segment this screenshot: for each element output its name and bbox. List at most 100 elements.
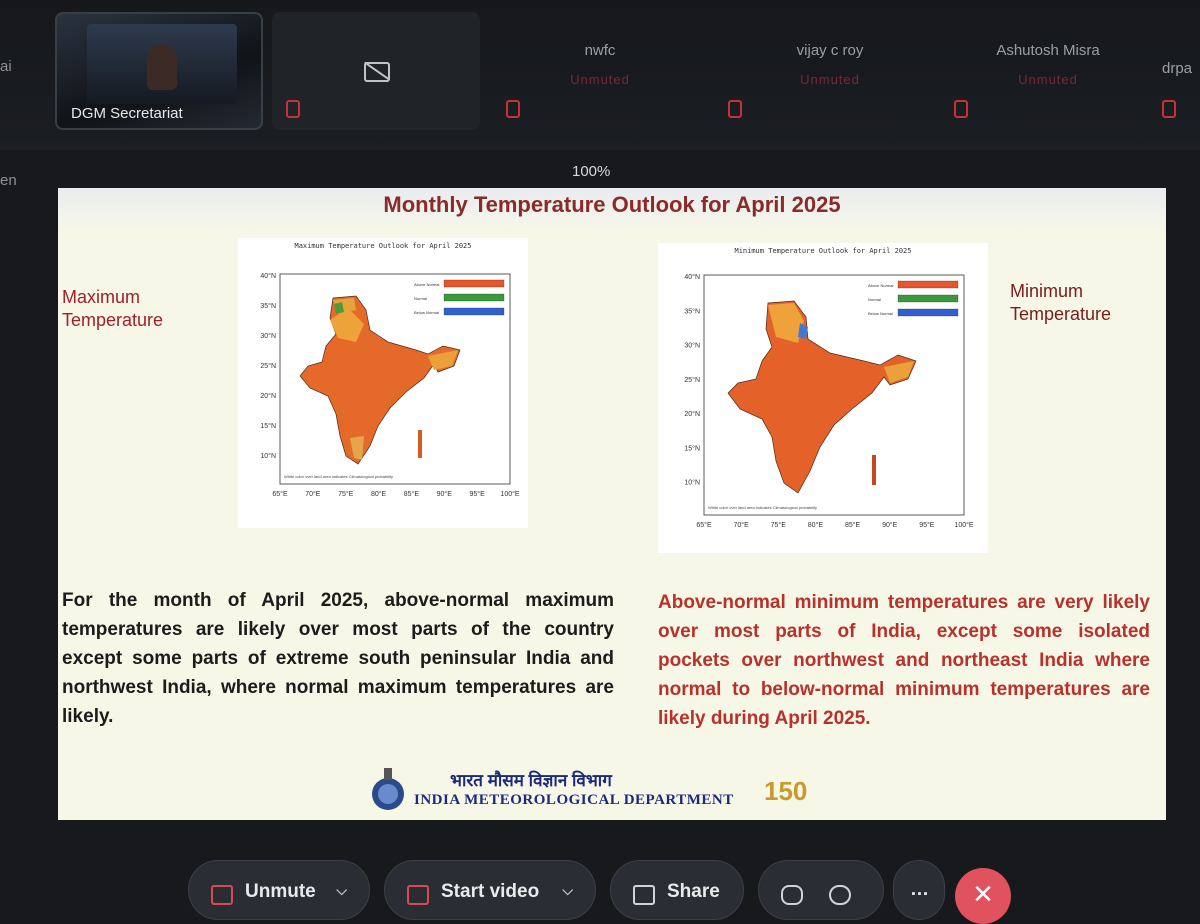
- reactions-button[interactable]: [758, 860, 884, 920]
- participant-strip: ai DGM Secretariat nwfc Unmuted vijay c …: [0, 0, 1200, 150]
- min-temp-label: Minimum Temperature: [1010, 280, 1111, 326]
- min-temp-map: Above Normal Normal Below Normal 65°E 70°E 7…: [684, 273, 974, 529]
- x-tick-label: 95°E: [919, 521, 935, 529]
- y-tick-label: 15°N: [684, 444, 700, 452]
- y-tick-label: 25°N: [260, 362, 276, 370]
- y-tick-label: 20°N: [684, 410, 700, 418]
- min-temp-map-chart: Minimum Temperature Outlook for April 20…: [658, 243, 988, 553]
- x-tick-label: 95°E: [470, 490, 486, 498]
- start-video-button[interactable]: Start video ⌵: [384, 860, 596, 920]
- muted-mic-icon: [954, 100, 968, 118]
- above-normal-light-region: [330, 308, 364, 342]
- emoji-icon: [829, 885, 851, 905]
- participant-figure: [147, 44, 177, 90]
- x-tick-label: 100°E: [954, 521, 973, 529]
- participant-status: Unmuted: [570, 72, 630, 87]
- x-tick-label: 90°E: [437, 490, 453, 498]
- max-temp-label: Maximum Temperature: [62, 286, 163, 332]
- participant-name: nwfc: [584, 42, 616, 59]
- max-temp-description: For the month of April 2025, above-norma…: [62, 590, 614, 727]
- camera-off-icon: [364, 62, 390, 82]
- legend-entry: Above Normal: [868, 283, 893, 288]
- india-outline: [727, 300, 917, 494]
- legend-swatch: [897, 308, 959, 317]
- legend-entry: Below Normal: [868, 311, 893, 316]
- chart-title: Minimum Temperature Outlook for April 20…: [734, 247, 912, 255]
- end-call-button[interactable]: ✕: [955, 868, 1011, 924]
- slide-header: [58, 188, 1166, 230]
- legend-entry: Above Normal: [414, 282, 439, 287]
- legend-swatch: [443, 307, 505, 316]
- participant-name: Ashutosh Misra: [996, 42, 1100, 59]
- min-temp-label-line1: Minimum: [1010, 281, 1084, 301]
- participant-tile-dgm[interactable]: DGM Secretariat: [55, 12, 263, 130]
- legend-swatch: [443, 293, 505, 302]
- participant-name: drpa: [1162, 60, 1193, 77]
- northeast-region: [884, 361, 914, 383]
- muted-mic-icon: [728, 100, 742, 118]
- min-temp-description: Above-normal minimum temperatures are ve…: [658, 592, 1150, 729]
- unmute-button[interactable]: Unmute ⌵: [188, 860, 370, 920]
- legend-swatch: [897, 280, 959, 289]
- min-temp-label-line2: Temperature: [1010, 304, 1112, 324]
- map-legend: Above Normal Normal Below Normal: [868, 280, 959, 317]
- islands: [418, 430, 422, 458]
- slide-title: Monthly Temperature Outlook for April 20…: [383, 192, 841, 217]
- chevron-down-icon[interactable]: ⌵: [562, 882, 573, 898]
- participant-name: vijay c roy: [796, 42, 864, 59]
- y-tick-label: 30°N: [260, 332, 276, 340]
- y-tick-label: 20°N: [260, 392, 276, 400]
- share-label: Share: [667, 881, 720, 902]
- participant-name: DGM Secretariat: [71, 105, 183, 122]
- more-options-button[interactable]: …: [893, 860, 945, 920]
- map-legend: Above Normal Normal Below Normal: [414, 279, 505, 316]
- legend-entry: Below Normal: [414, 310, 439, 315]
- cut-label: en: [0, 172, 17, 189]
- y-tick-label: 10°N: [684, 479, 700, 487]
- unmute-label: Unmute: [245, 881, 316, 902]
- imd-logo: भारत मौसम विज्ञान विभाग INDIA METEOROLOG…: [368, 766, 748, 816]
- legend-entry: Normal: [414, 296, 427, 301]
- participant-status: Unmuted: [1018, 72, 1078, 87]
- max-temp-map-chart: Maximum Temperature Outlook for April 20…: [238, 238, 528, 528]
- participant-tile-camera-off[interactable]: [272, 12, 480, 130]
- normal-pocket: [334, 302, 344, 314]
- muted-mic-icon: [286, 100, 300, 118]
- y-tick-label: 15°N: [260, 422, 276, 430]
- share-button[interactable]: Share: [610, 860, 744, 920]
- x-tick-label: 70°E: [734, 521, 750, 529]
- x-axis-ticks: 65°E 70°E 75°E 80°E 85°E 90°E 95°E 100°E: [272, 490, 520, 498]
- northeast-region: [428, 350, 458, 370]
- participant-tile-vijay[interactable]: vijay c roy Unmuted: [720, 12, 940, 130]
- chart-footnote: White color over land area indicates Cli…: [708, 505, 817, 510]
- participant-status: Unmuted: [800, 72, 860, 87]
- cut-participant-label: ai: [0, 58, 12, 75]
- imd-emblem-icon: [372, 768, 404, 810]
- northern-light-region: [768, 303, 804, 343]
- x-tick-label: 100°E: [500, 490, 519, 498]
- muted-mic-icon: [1162, 100, 1176, 118]
- x-tick-label: 80°E: [371, 490, 387, 498]
- legend-swatch: [897, 294, 959, 303]
- normal-pocket: [798, 323, 808, 339]
- participant-tile-drpa[interactable]: drpa: [1158, 12, 1200, 130]
- x-tick-label: 85°E: [845, 521, 861, 529]
- zoom-level: 100%: [572, 163, 611, 180]
- y-tick-label: 35°N: [684, 307, 700, 315]
- y-tick-label: 35°N: [260, 302, 276, 310]
- y-axis-ticks: 40°N 35°N 30°N 25°N 20°N 15°N 10°N: [684, 273, 700, 487]
- chart-footnote: White color over land area indicates Cli…: [284, 474, 393, 479]
- max-temp-label-line2: Temperature: [62, 310, 164, 330]
- max-temp-label-line1: Maximum: [62, 287, 141, 307]
- x-tick-label: 85°E: [404, 490, 420, 498]
- x-tick-label: 80°E: [808, 521, 824, 529]
- participant-tile-nwfc[interactable]: nwfc Unmuted: [500, 12, 700, 130]
- participant-tile-ashutosh[interactable]: Ashutosh Misra Unmuted: [948, 12, 1148, 130]
- mic-off-icon: [211, 885, 233, 905]
- x-axis-ticks: 65°E 70°E 75°E 80°E 85°E 90°E 95°E 100°E: [696, 521, 974, 529]
- start-video-label: Start video: [441, 881, 540, 902]
- chevron-down-icon[interactable]: ⌵: [336, 882, 347, 898]
- legend-entry: Normal: [868, 297, 881, 302]
- shared-slide: Monthly Temperature Outlook for April 20…: [58, 188, 1166, 820]
- org-name-hindi: भारत मौसम विज्ञान विभाग: [450, 771, 612, 790]
